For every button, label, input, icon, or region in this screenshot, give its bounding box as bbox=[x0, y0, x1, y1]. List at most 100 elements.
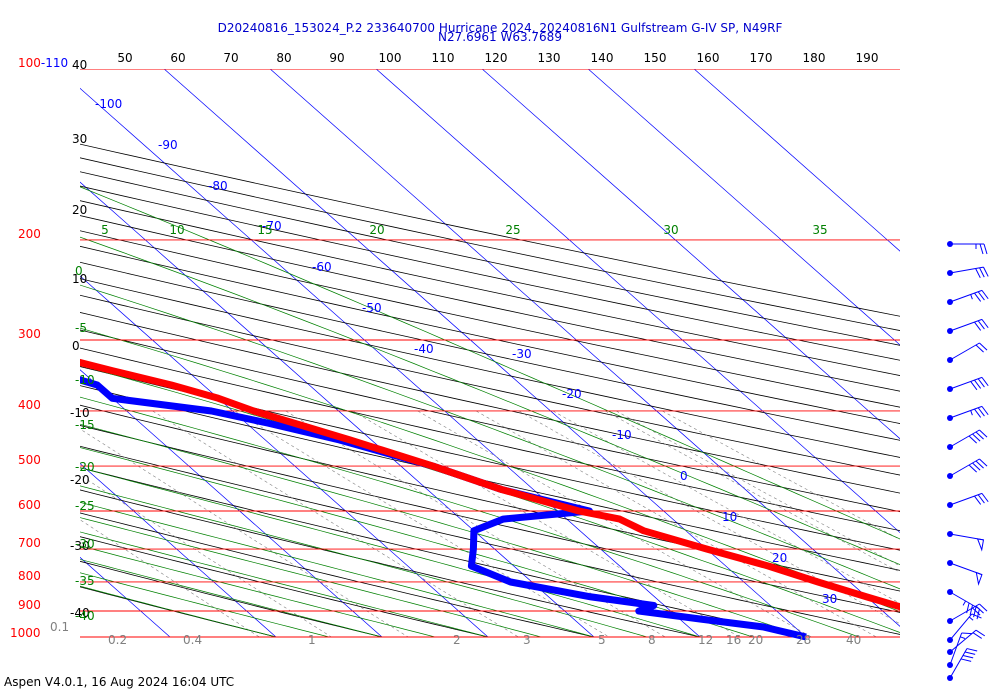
moist-adiabat-label: -40 bbox=[75, 609, 95, 623]
isotherm-label: -80 bbox=[208, 179, 228, 193]
isotherm-line bbox=[80, 181, 595, 638]
wind-barb bbox=[947, 318, 989, 334]
moist-adiabat-label: 25 bbox=[505, 223, 520, 237]
dry-adiabat-line bbox=[80, 230, 900, 408]
dry-adiabat-line bbox=[80, 489, 701, 638]
wind-barb bbox=[947, 560, 983, 586]
moist-adiabat-line bbox=[80, 501, 595, 638]
top-axis-label: 120 bbox=[485, 51, 508, 65]
isotherm-label: 30 bbox=[822, 592, 837, 606]
dry-adiabat-line bbox=[80, 143, 900, 317]
wind-barb bbox=[947, 531, 985, 552]
dry-adiabat-line bbox=[80, 385, 900, 571]
theta-label: 20 bbox=[72, 203, 87, 217]
moist-adiabat-line bbox=[80, 467, 701, 638]
isotherm-label: 20 bbox=[772, 551, 787, 565]
isotherm-label: -60 bbox=[312, 260, 332, 274]
mixing-ratio-line bbox=[605, 410, 900, 573]
top-axis-label: 100 bbox=[379, 51, 402, 65]
top-axis-label: 80 bbox=[276, 51, 291, 65]
wind-barb bbox=[947, 376, 989, 392]
pressure-label: 300 bbox=[18, 327, 41, 341]
isotherm-line bbox=[80, 87, 701, 638]
top-axis-label: 130 bbox=[538, 51, 561, 65]
dry-adiabat-line bbox=[80, 425, 900, 613]
mixing-ratio-label: 28 bbox=[796, 633, 811, 647]
mixing-ratio-label: 0.4 bbox=[183, 633, 202, 647]
moist-adiabat-label: 5 bbox=[101, 223, 109, 237]
moist-adiabat-label: 20 bbox=[369, 223, 384, 237]
theta-label: -20 bbox=[70, 473, 90, 487]
chart-title: D20240816_153024_P.2 233640700 Hurricane… bbox=[217, 21, 783, 35]
moist-adiabat-label: -5 bbox=[75, 321, 87, 335]
wind-barb bbox=[947, 632, 973, 668]
mixing-ratio-label: 20 bbox=[748, 633, 763, 647]
wind-barb bbox=[947, 266, 989, 279]
chart-subtitle: N27.6961 W63.7689 bbox=[438, 30, 562, 44]
pressure-label: 900 bbox=[18, 598, 41, 612]
top-axis-label: 190 bbox=[856, 51, 879, 65]
theta-label: -10 bbox=[70, 406, 90, 420]
top-axis-label: 160 bbox=[697, 51, 720, 65]
dry-adiabat-line bbox=[80, 157, 900, 331]
isotherm-line bbox=[587, 69, 900, 346]
top-axis-label: 150 bbox=[644, 51, 667, 65]
moist-adiabat-label: 10 bbox=[169, 223, 184, 237]
moist-adiabat-line bbox=[80, 572, 330, 638]
wind-barb bbox=[947, 289, 989, 305]
wind-barb bbox=[947, 492, 989, 508]
dewpoint-profile bbox=[80, 376, 807, 641]
isotherm-label: -70 bbox=[262, 219, 282, 233]
isotherm-line bbox=[481, 69, 900, 440]
isotherm-label: -20 bbox=[562, 387, 582, 401]
theta-label: 30 bbox=[72, 132, 87, 146]
pressure-label: 400 bbox=[18, 398, 41, 412]
top-axis-label: 170 bbox=[750, 51, 773, 65]
theta-label: -40 bbox=[70, 606, 90, 620]
dry-adiabat-line bbox=[80, 560, 383, 638]
theta-label: 40 bbox=[72, 58, 87, 72]
dry-adiabat-line bbox=[80, 311, 900, 494]
moist-adiabat-line bbox=[80, 517, 542, 638]
pressure-label: 100-110 bbox=[18, 56, 68, 70]
isotherm-label: -50 bbox=[362, 301, 382, 315]
dry-adiabat-line bbox=[80, 171, 900, 346]
isotherm-label: -90 bbox=[158, 138, 178, 152]
top-axis-label: 90 bbox=[329, 51, 344, 65]
top-axis-label: 50 bbox=[117, 51, 132, 65]
mixing-ratio-label: 16 bbox=[726, 633, 741, 647]
mixing-ratio-label: 5 bbox=[598, 633, 606, 647]
mixing-ratio-label: 1 bbox=[308, 633, 316, 647]
mixing-ratio-label: 0.2 bbox=[108, 633, 127, 647]
moist-adiabat-label: -25 bbox=[75, 499, 95, 513]
mixing-ratio-label: 12 bbox=[698, 633, 713, 647]
dry-adiabat-line bbox=[80, 278, 900, 458]
theta-label: -30 bbox=[70, 539, 90, 553]
moist-adiabat-label: -15 bbox=[75, 418, 95, 432]
isotherm-label: -10 bbox=[612, 428, 632, 442]
isotherm-line bbox=[80, 463, 277, 638]
wind-barbs bbox=[947, 241, 989, 681]
mixing-ratio-line bbox=[234, 410, 610, 638]
diagram-lines bbox=[80, 69, 900, 641]
mixing-ratio-line bbox=[80, 474, 332, 638]
dry-adiabat-line bbox=[80, 329, 900, 513]
mixing-ratio-line bbox=[616, 410, 900, 567]
moist-adiabat-line bbox=[80, 545, 436, 638]
wind-barb bbox=[947, 603, 988, 624]
moist-adiabat-label: -30 bbox=[75, 537, 95, 551]
moist-adiabat-label: 0 bbox=[75, 264, 83, 278]
moist-adiabat-line bbox=[80, 585, 277, 638]
isotherm-line bbox=[80, 369, 383, 638]
dry-adiabat-line bbox=[80, 366, 900, 551]
isotherm-label: 0 bbox=[680, 469, 688, 483]
dry-adiabat-line bbox=[80, 200, 900, 376]
dry-adiabat-line bbox=[80, 536, 489, 638]
moist-adiabat-label: -10 bbox=[75, 373, 95, 387]
temperature-profile bbox=[80, 358, 900, 611]
moist-adiabat-label: 30 bbox=[663, 223, 678, 237]
wind-barb bbox=[947, 648, 978, 681]
theta-label: 0 bbox=[72, 339, 80, 353]
top-axis-label: 70 bbox=[223, 51, 238, 65]
